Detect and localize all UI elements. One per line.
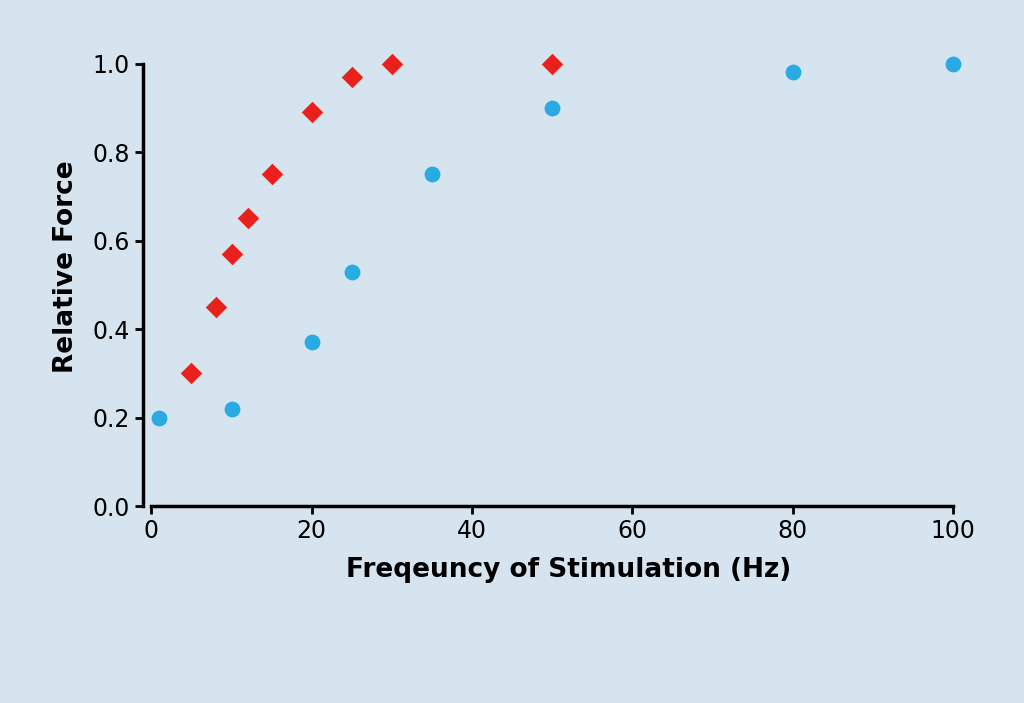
Point	[223, 403, 240, 414]
Point	[223, 248, 240, 259]
Point	[784, 67, 801, 78]
Y-axis label: Relative Force: Relative Force	[53, 161, 79, 373]
Point	[945, 58, 962, 69]
Point	[263, 169, 280, 180]
Point	[344, 71, 360, 82]
Point	[183, 368, 200, 379]
Point	[344, 266, 360, 277]
Point	[424, 169, 440, 180]
Point	[544, 58, 560, 69]
X-axis label: Freqeuncy of Stimulation (Hz): Freqeuncy of Stimulation (Hz)	[346, 557, 791, 583]
Point	[152, 412, 168, 423]
Point	[303, 337, 319, 348]
Point	[240, 213, 256, 224]
Point	[207, 302, 223, 313]
Point	[303, 107, 319, 118]
Point	[544, 102, 560, 113]
Point	[384, 58, 400, 69]
